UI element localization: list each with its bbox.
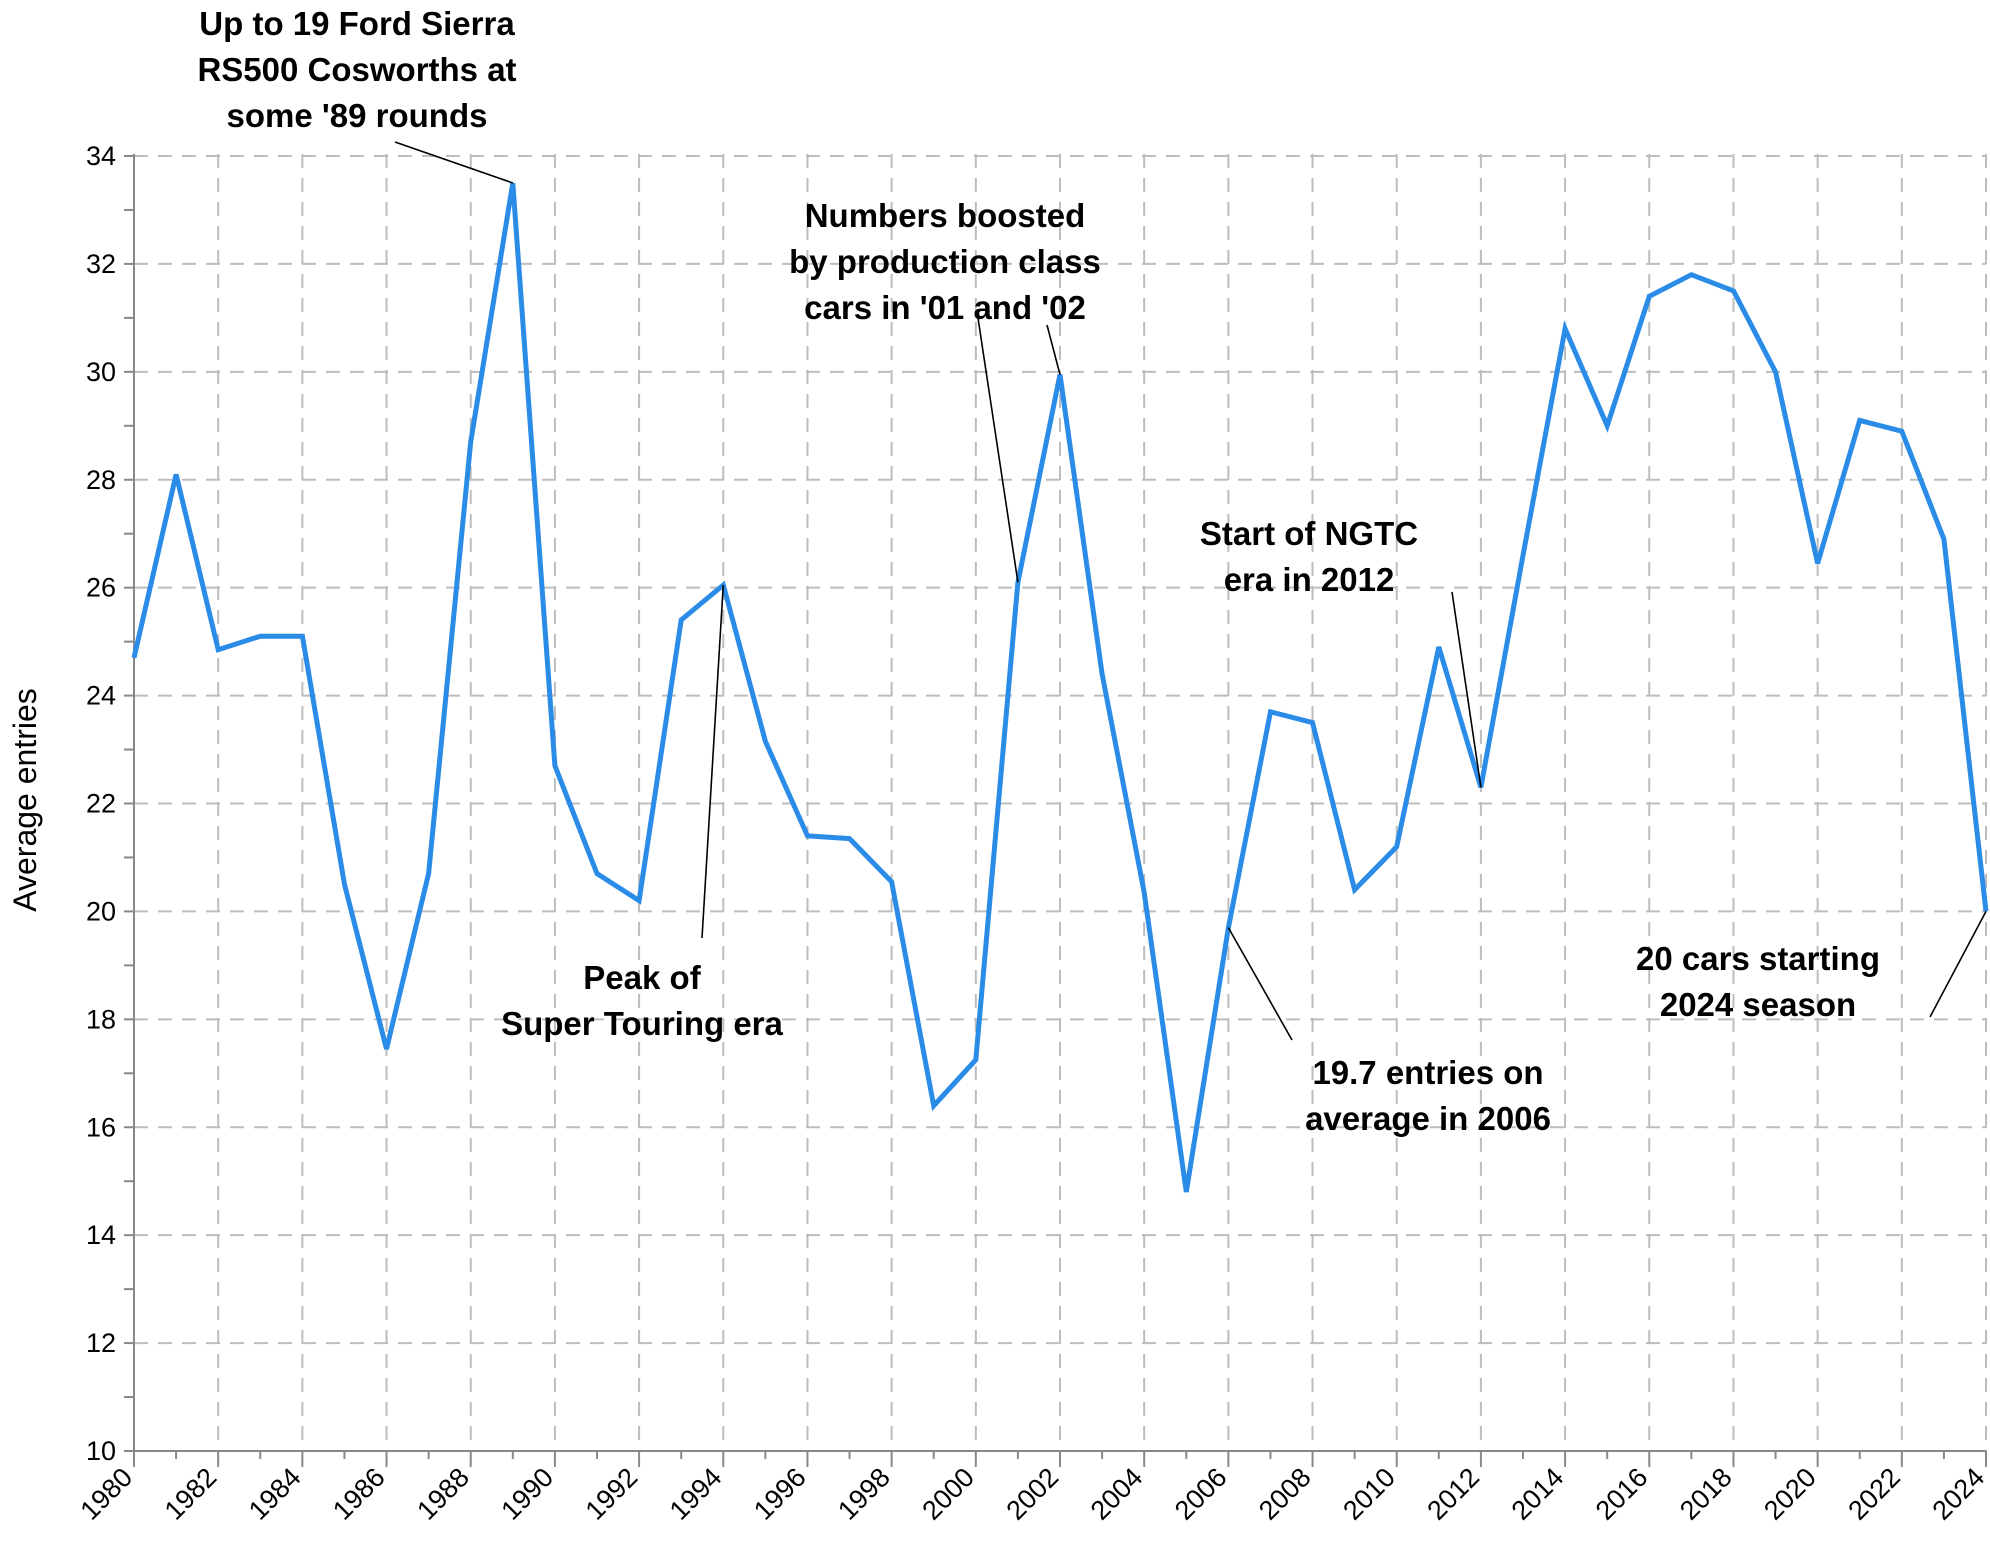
x-tick-label: 1984 xyxy=(243,1462,307,1526)
annotation-leader xyxy=(701,584,725,939)
annotation: Start of NGTC era in 2012 xyxy=(1200,515,1482,788)
x-tick-label: 2004 xyxy=(1085,1462,1149,1526)
annotation: Numbers boosted by production class cars i… xyxy=(789,197,1101,583)
x-tick-label: 2020 xyxy=(1758,1462,1822,1526)
annotation-leader xyxy=(1046,324,1061,375)
x-tick-label: 1988 xyxy=(411,1462,475,1526)
x-tick-label: 2010 xyxy=(1337,1462,1401,1526)
annotation-text: Start of NGTC xyxy=(1200,515,1418,552)
annotation-leader xyxy=(394,141,514,184)
annotation-text: Peak of xyxy=(583,959,701,996)
y-tick-label: 14 xyxy=(86,1220,116,1250)
y-tick-label: 32 xyxy=(86,249,116,279)
annotation: 19.7 entries on average in 2006 xyxy=(1227,927,1551,1137)
annotation-leader xyxy=(977,317,1019,583)
annotation-text: 19.7 entries on xyxy=(1312,1054,1543,1091)
annotation-text: average in 2006 xyxy=(1305,1100,1551,1137)
annotation-text: 2024 season xyxy=(1660,986,1856,1023)
x-tick-label: 1998 xyxy=(832,1462,896,1526)
annotation-leader xyxy=(1227,927,1293,1041)
annotation-text: some '89 rounds xyxy=(227,97,488,134)
x-tick-label: 1990 xyxy=(495,1462,559,1526)
x-tick-label: 2018 xyxy=(1674,1462,1738,1526)
annotations: Up to 19 Ford Sierra RS500 Cosworths at so… xyxy=(197,5,1987,1137)
x-tick-label: 1986 xyxy=(327,1462,391,1526)
annotation-text: RS500 Cosworths at xyxy=(197,51,516,88)
annotation-text: cars in '01 and '02 xyxy=(804,289,1086,326)
y-tick-label: 30 xyxy=(86,357,116,387)
y-tick-label: 22 xyxy=(86,789,116,819)
x-tick-label: 1982 xyxy=(159,1462,223,1526)
axes xyxy=(124,154,1987,1467)
x-tick-label: 2006 xyxy=(1169,1462,1233,1526)
x-tick-label: 2024 xyxy=(1927,1462,1990,1526)
x-tick-label: 1980 xyxy=(75,1462,139,1526)
annotation-text: by production class xyxy=(789,243,1101,280)
y-tick-label: 24 xyxy=(86,681,116,711)
annotation: Peak of Super Touring era xyxy=(501,584,784,1042)
x-tick-label: 2014 xyxy=(1506,1462,1570,1526)
annotation-leader xyxy=(1451,591,1482,788)
annotation: Up to 19 Ford Sierra RS500 Cosworths at so… xyxy=(197,5,517,184)
grid xyxy=(134,154,1987,1451)
x-tick-label: 1996 xyxy=(748,1462,812,1526)
annotation-text: Super Touring era xyxy=(501,1005,783,1042)
annotation-text: Numbers boosted xyxy=(805,197,1086,234)
annotation-leader xyxy=(1929,911,1987,1018)
y-tick-label: 12 xyxy=(86,1328,116,1358)
x-tick-label: 2022 xyxy=(1842,1462,1906,1526)
y-tick-label: 28 xyxy=(86,465,116,495)
x-tick-label: 2012 xyxy=(1421,1462,1485,1526)
y-tick-label: 10 xyxy=(86,1436,116,1466)
x-tick-label: 2000 xyxy=(916,1462,980,1526)
x-tick-label: 2008 xyxy=(1253,1462,1317,1526)
y-tick-label: 16 xyxy=(86,1112,116,1142)
annotation-text: Up to 19 Ford Sierra xyxy=(199,5,515,42)
y-axis-title: Average entries xyxy=(7,688,43,912)
x-tick-label: 1992 xyxy=(580,1462,644,1526)
annotation-text: 20 cars starting xyxy=(1636,940,1880,977)
y-tick-label: 18 xyxy=(86,1004,116,1034)
x-tick-label: 2016 xyxy=(1590,1462,1654,1526)
y-tick-label: 20 xyxy=(86,896,116,926)
x-tick-label: 2002 xyxy=(1001,1462,1065,1526)
x-tick-label: 1994 xyxy=(664,1462,728,1526)
annotation-text: era in 2012 xyxy=(1224,561,1395,598)
annotation: 20 cars starting 2024 season xyxy=(1636,911,1987,1023)
y-tick-label: 26 xyxy=(86,573,116,603)
y-tick-label: 34 xyxy=(86,141,116,171)
